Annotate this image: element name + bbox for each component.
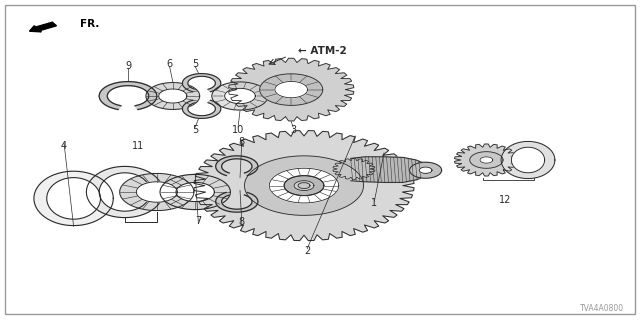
Text: 11: 11 [131,140,144,151]
Polygon shape [216,156,258,176]
Polygon shape [470,152,503,168]
Text: 1: 1 [371,198,378,208]
Text: TVA4A0800: TVA4A0800 [580,304,624,313]
Polygon shape [194,131,414,241]
Polygon shape [212,82,268,110]
Polygon shape [146,83,200,109]
Polygon shape [159,89,187,103]
Polygon shape [216,192,258,212]
Text: 4: 4 [61,140,67,151]
Polygon shape [99,173,150,211]
Polygon shape [269,168,339,203]
Polygon shape [34,171,113,226]
Polygon shape [284,176,324,196]
Text: 10: 10 [232,124,244,135]
Polygon shape [136,182,177,202]
Text: 2: 2 [304,246,310,256]
Text: 5: 5 [192,59,198,69]
Polygon shape [351,157,422,182]
Polygon shape [182,74,221,92]
Text: 7: 7 [195,216,202,226]
Polygon shape [120,173,194,211]
Text: 8: 8 [239,137,245,148]
Text: FR.: FR. [80,19,99,29]
Polygon shape [294,181,314,190]
Text: ← ATM-2: ← ATM-2 [298,46,346,56]
Polygon shape [182,100,221,118]
Polygon shape [511,147,545,173]
Text: 3: 3 [290,124,296,135]
Text: 12: 12 [499,195,512,205]
Polygon shape [228,58,354,121]
Polygon shape [160,174,230,210]
Polygon shape [99,82,157,109]
Polygon shape [86,166,163,218]
Polygon shape [298,183,310,188]
Polygon shape [275,82,308,98]
Polygon shape [176,182,214,202]
Polygon shape [47,178,100,219]
Polygon shape [480,157,493,163]
FancyArrow shape [29,22,56,32]
Polygon shape [501,141,555,179]
Text: 8: 8 [239,217,245,228]
Text: 6: 6 [166,59,173,69]
Polygon shape [419,167,432,173]
Polygon shape [260,74,323,105]
Text: 9: 9 [125,60,131,71]
Polygon shape [284,176,324,196]
Polygon shape [454,144,518,176]
Text: 5: 5 [192,124,198,135]
Polygon shape [225,88,255,104]
Polygon shape [410,162,442,178]
Polygon shape [333,158,375,180]
Polygon shape [244,156,364,215]
